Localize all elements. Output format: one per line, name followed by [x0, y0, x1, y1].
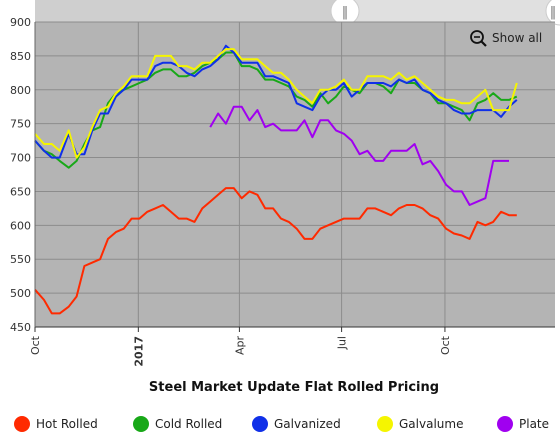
series-lines	[34, 44, 518, 315]
series-line-plate[interactable]	[209, 105, 509, 206]
legend-marker	[252, 416, 268, 432]
y-tick-label: 600	[10, 219, 31, 232]
plot-area	[35, 22, 555, 327]
x-tick-label: 2017	[132, 336, 145, 367]
range-navigator-selection	[35, 0, 345, 22]
zoom-out-icon	[470, 30, 487, 47]
legend-label: Cold Rolled	[155, 417, 222, 431]
y-tick-label: 850	[10, 50, 31, 63]
chart-title: Steel Market Update Flat Rolled Pricing	[149, 380, 439, 395]
series-line-galvanized[interactable]	[34, 44, 518, 159]
range-handle-right[interactable]: ‖	[545, 0, 560, 26]
show-all-label: Show all	[492, 31, 542, 45]
series-line-galvalume[interactable]	[34, 48, 518, 159]
legend-marker	[133, 416, 149, 432]
legend-marker	[377, 416, 393, 432]
y-tick-label: 700	[10, 152, 31, 165]
legend-marker	[497, 416, 513, 432]
y-axis-ticks: 450 500 550 600 650 700 750 800 850 900	[10, 16, 31, 334]
legend-label: Plate	[519, 417, 549, 431]
legend-item-galvalume[interactable]: Galvalume	[377, 416, 463, 432]
legend-label: Hot Rolled	[36, 417, 98, 431]
x-tick-label: Oct	[439, 335, 452, 355]
x-axis-ticks: Oct 2017 Apr Jul Oct	[29, 327, 452, 367]
legend-item-galvanized[interactable]: Galvanized	[252, 416, 341, 432]
series-line-hot-rolled[interactable]	[34, 187, 517, 315]
y-tick-label: 550	[10, 253, 31, 266]
show-all-button[interactable]: Show all	[470, 30, 542, 47]
range-handle-right-grip: ‖	[550, 5, 557, 20]
y-tick-label: 650	[10, 185, 31, 198]
y-tick-label: 800	[10, 84, 31, 97]
legend-label: Galvalume	[399, 417, 463, 431]
x-tick-label: Jul	[336, 336, 349, 350]
y-tick-label: 500	[10, 287, 31, 300]
x-tick-label: Apr	[233, 336, 246, 356]
legend-item-hot-rolled[interactable]: Hot Rolled	[14, 416, 98, 432]
legend: Hot Rolled Cold Rolled Galvanized Galvalume…	[14, 416, 549, 432]
x-tick-label: Oct	[29, 335, 42, 355]
y-tick-label: 750	[10, 118, 31, 131]
legend-label: Galvanized	[274, 417, 341, 431]
legend-item-cold-rolled[interactable]: Cold Rolled	[133, 416, 222, 432]
legend-item-plate[interactable]: Plate	[497, 416, 549, 432]
y-tick-label: 450	[10, 321, 31, 334]
legend-marker	[14, 416, 30, 432]
y-tick-label: 900	[10, 16, 31, 29]
range-handle-left[interactable]: ‖	[330, 0, 360, 26]
range-handle-left-grip: ‖	[342, 5, 349, 20]
